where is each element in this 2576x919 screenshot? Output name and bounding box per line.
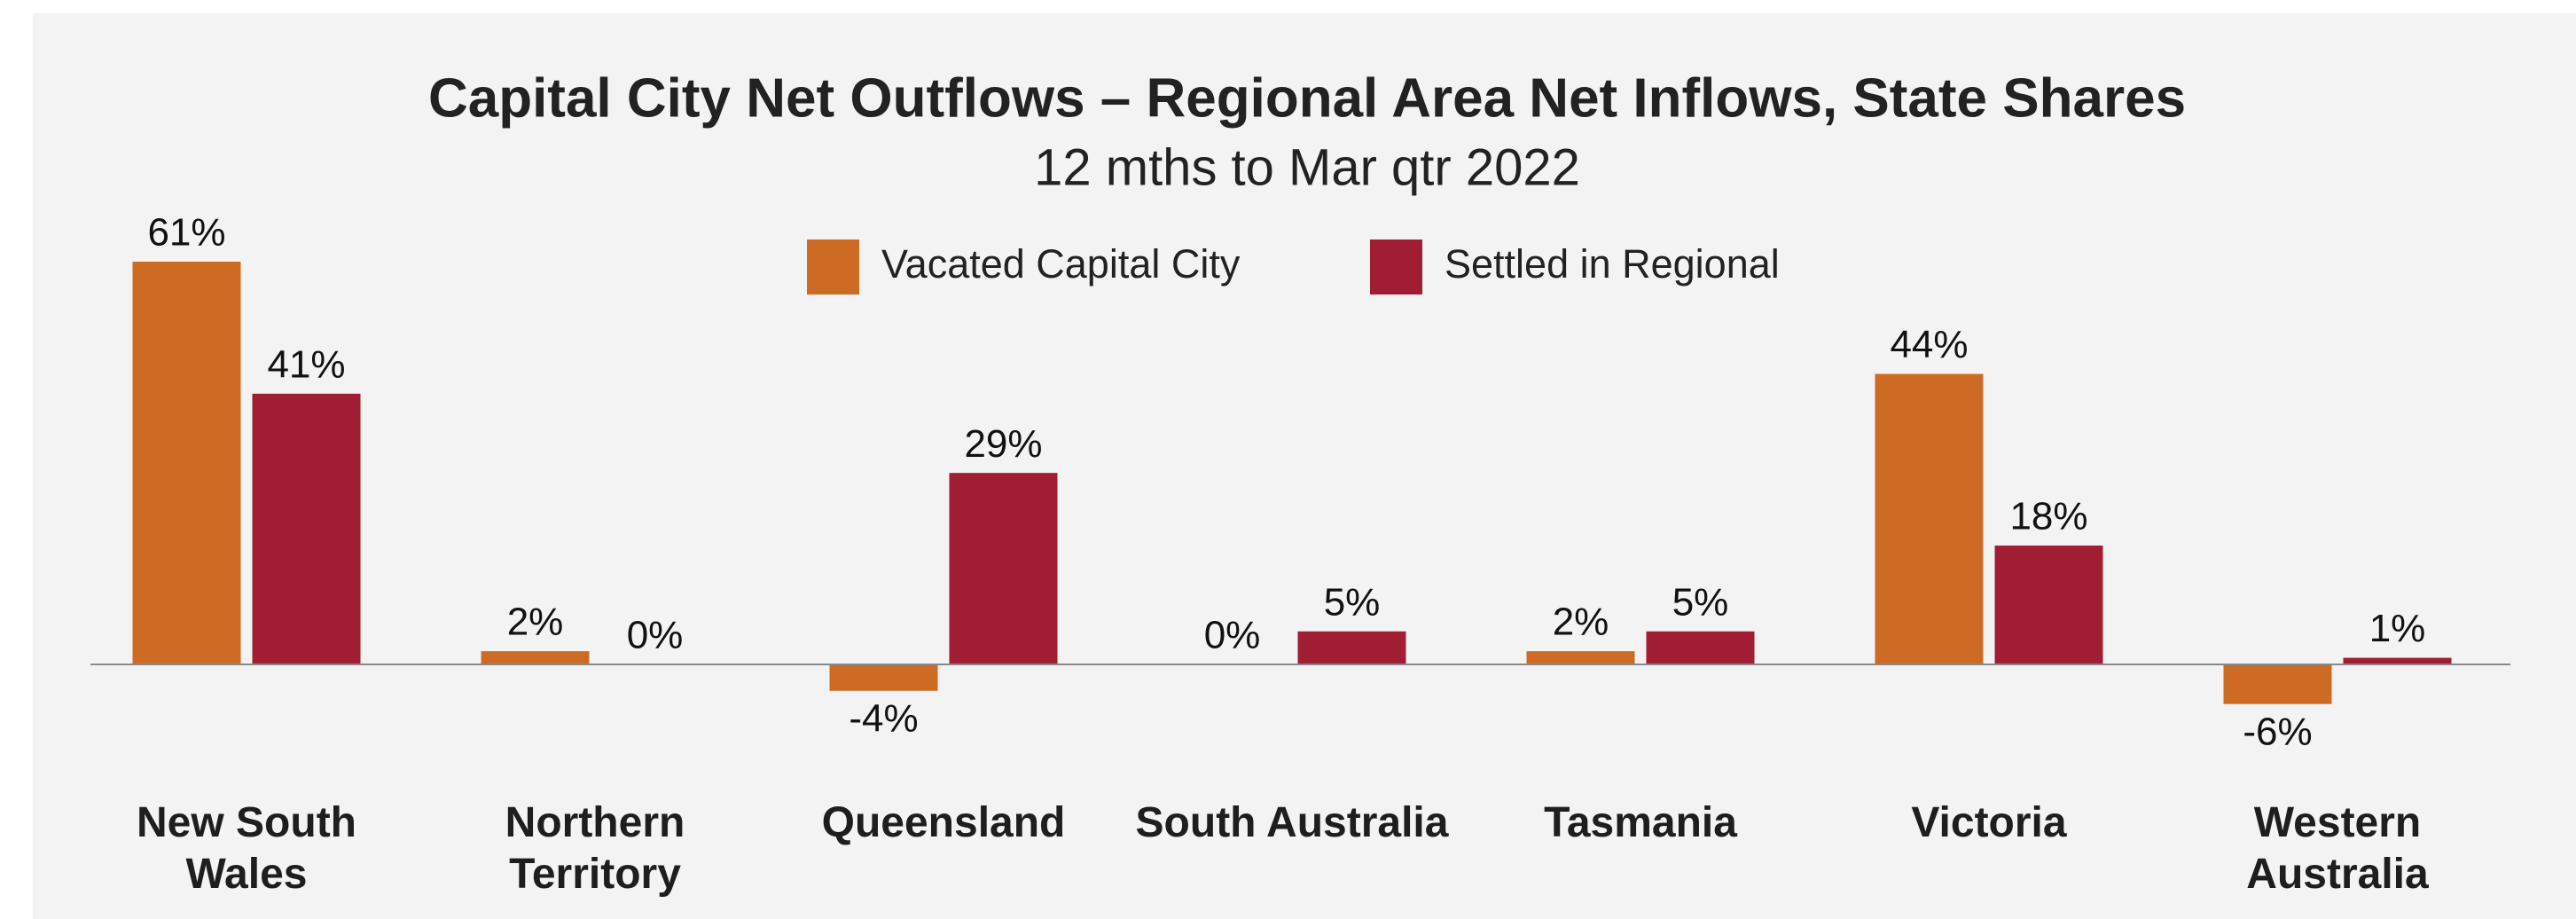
bar [1526, 651, 1635, 664]
data-label: 5% [1672, 580, 1729, 624]
bar [2223, 664, 2332, 704]
chart-title: Capital City Net Outflows – Regional Are… [428, 67, 2186, 129]
data-label: 0% [1204, 614, 1261, 657]
data-label: 0% [627, 614, 684, 657]
legend-label: Settled in Regional [1445, 241, 1780, 287]
x-tick-label: Tasmania [1544, 799, 1737, 846]
data-label: 1% [2369, 607, 2426, 650]
x-tick-label: South Australia [1135, 799, 1449, 846]
x-tick-label: Victoria [1911, 799, 2067, 846]
data-label: 61% [147, 211, 225, 255]
bar [2343, 657, 2452, 664]
legend-label: Vacated Capital City [881, 241, 1241, 287]
data-label: 2% [1553, 601, 1609, 644]
bar [132, 262, 241, 664]
legend-swatch [807, 240, 859, 295]
data-label: 29% [964, 422, 1042, 466]
data-label: 5% [1324, 580, 1381, 624]
x-tick-label: New South Wales [137, 799, 356, 898]
x-tick-label: Queensland [821, 799, 1066, 846]
data-label: 18% [2009, 495, 2087, 538]
x-tick-label: Northern Territory [505, 799, 685, 898]
chart-subtitle: 12 mths to Mar qtr 2022 [1034, 138, 1580, 196]
data-label: 44% [1890, 323, 1968, 366]
bar [1646, 631, 1755, 664]
data-label: 2% [507, 601, 564, 644]
data-label: 41% [267, 342, 345, 386]
legend-swatch [1370, 240, 1422, 295]
bar [1875, 373, 1984, 664]
data-label: -6% [2243, 710, 2312, 753]
bar [1297, 631, 1406, 664]
bar [949, 473, 1058, 664]
bar [481, 651, 590, 664]
data-label: -4% [849, 696, 918, 740]
bar [1994, 546, 2103, 664]
x-tick-label: Western Australia [2246, 799, 2429, 898]
bar [252, 393, 361, 664]
bar [829, 664, 938, 691]
chart-panel [33, 13, 2576, 919]
